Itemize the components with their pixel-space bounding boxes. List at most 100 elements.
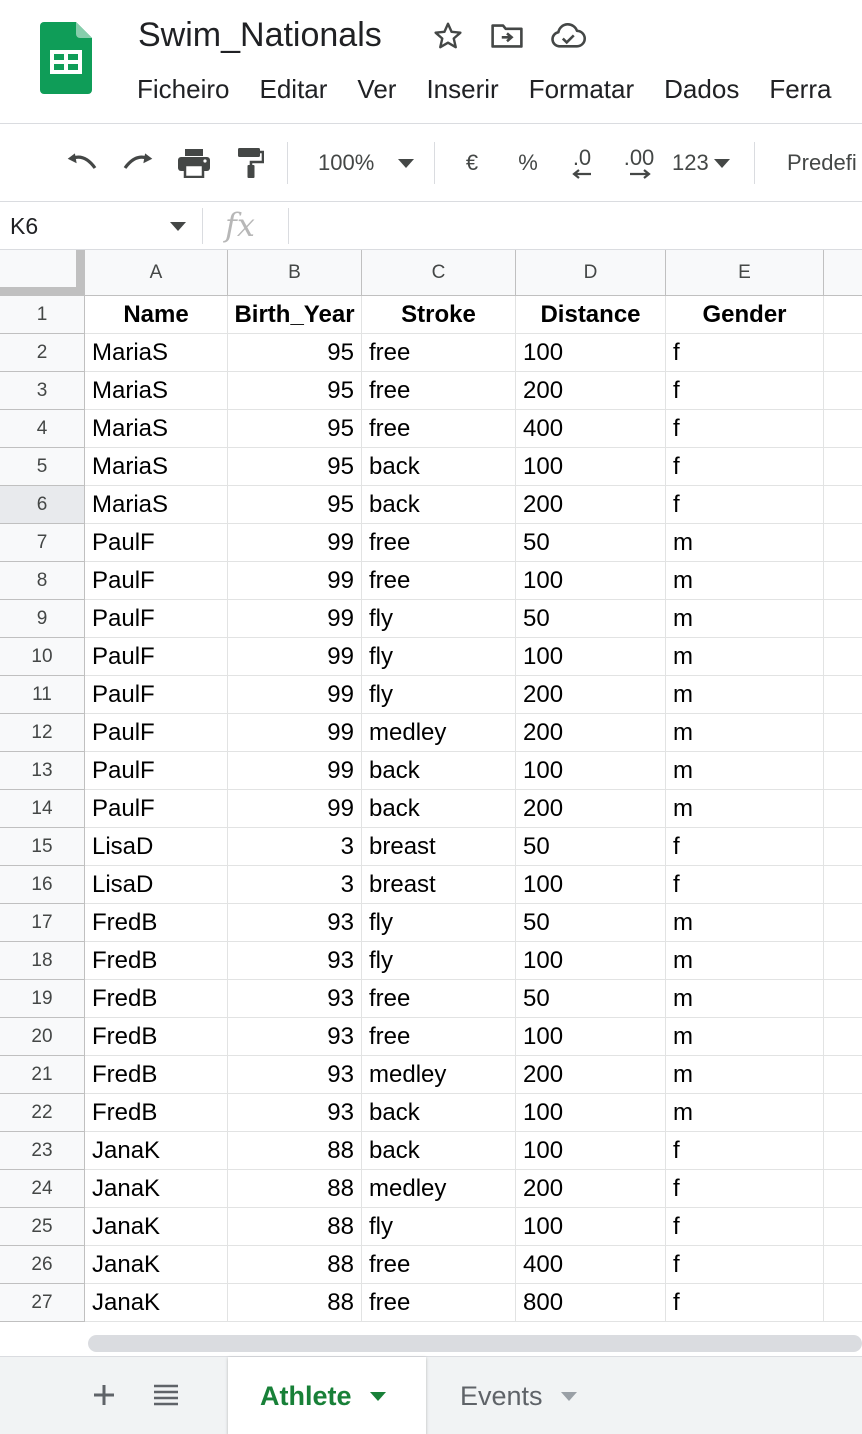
table-cell[interactable]: MariaS [85, 334, 228, 372]
table-cell[interactable]: f [666, 1284, 824, 1322]
table-cell[interactable]: free [362, 562, 516, 600]
column-title-cell[interactable]: Gender [666, 296, 824, 334]
table-cell[interactable]: f [666, 1132, 824, 1170]
table-cell[interactable]: JanaK [85, 1284, 228, 1322]
column-title-cell[interactable]: Distance [516, 296, 666, 334]
chevron-down-icon[interactable] [170, 222, 186, 231]
paint-format-icon[interactable] [230, 142, 270, 184]
zoom-select[interactable]: 100% [300, 142, 425, 184]
formula-input[interactable] [298, 202, 858, 250]
table-cell[interactable]: m [666, 1094, 824, 1132]
table-cell[interactable]: 99 [228, 600, 362, 638]
table-cell[interactable]: PaulF [85, 790, 228, 828]
table-cell[interactable] [824, 1246, 862, 1284]
table-cell[interactable]: 93 [228, 1094, 362, 1132]
table-cell[interactable]: m [666, 676, 824, 714]
table-cell[interactable]: back [362, 1132, 516, 1170]
table-cell[interactable]: 50 [516, 600, 666, 638]
table-cell[interactable]: 88 [228, 1246, 362, 1284]
table-cell[interactable]: medley [362, 714, 516, 752]
row-header[interactable]: 14 [0, 790, 85, 828]
table-cell[interactable]: f [666, 828, 824, 866]
table-cell[interactable]: 99 [228, 714, 362, 752]
table-cell[interactable]: 100 [516, 752, 666, 790]
table-cell[interactable]: 93 [228, 904, 362, 942]
row-header[interactable]: 15 [0, 828, 85, 866]
table-cell[interactable]: 99 [228, 524, 362, 562]
table-cell[interactable]: free [362, 410, 516, 448]
table-cell[interactable]: MariaS [85, 410, 228, 448]
table-cell[interactable]: free [362, 1246, 516, 1284]
table-cell[interactable]: free [362, 334, 516, 372]
table-cell[interactable]: FredB [85, 904, 228, 942]
menu-tools[interactable]: Ferra [769, 74, 832, 104]
column-header-e[interactable]: E [666, 250, 824, 296]
table-cell[interactable]: 100 [516, 942, 666, 980]
table-cell[interactable]: fly [362, 1208, 516, 1246]
menu-edit[interactable]: Editar [259, 74, 328, 104]
table-cell[interactable]: f [666, 448, 824, 486]
column-header-a[interactable]: A [85, 250, 228, 296]
row-header[interactable]: 4 [0, 410, 85, 448]
table-cell[interactable]: fly [362, 676, 516, 714]
table-cell[interactable]: 88 [228, 1284, 362, 1322]
table-cell[interactable] [824, 296, 862, 334]
table-cell[interactable]: breast [362, 828, 516, 866]
table-cell[interactable]: back [362, 790, 516, 828]
table-cell[interactable]: 200 [516, 790, 666, 828]
redo-icon[interactable] [116, 142, 160, 184]
table-cell[interactable]: JanaK [85, 1132, 228, 1170]
table-cell[interactable]: 50 [516, 904, 666, 942]
table-cell[interactable] [824, 942, 862, 980]
table-cell[interactable]: 200 [516, 1170, 666, 1208]
row-header[interactable]: 26 [0, 1246, 85, 1284]
table-cell[interactable] [824, 1132, 862, 1170]
table-cell[interactable]: 99 [228, 638, 362, 676]
table-cell[interactable]: f [666, 1208, 824, 1246]
table-cell[interactable]: back [362, 448, 516, 486]
table-cell[interactable]: f [666, 866, 824, 904]
table-cell[interactable]: PaulF [85, 524, 228, 562]
table-cell[interactable] [824, 828, 862, 866]
table-cell[interactable] [824, 1018, 862, 1056]
table-cell[interactable]: 800 [516, 1284, 666, 1322]
table-cell[interactable]: free [362, 524, 516, 562]
row-header[interactable]: 13 [0, 752, 85, 790]
table-cell[interactable]: JanaK [85, 1208, 228, 1246]
table-cell[interactable]: 400 [516, 1246, 666, 1284]
sheet-tab-athlete[interactable]: Athlete [228, 1357, 426, 1434]
row-header[interactable]: 21 [0, 1056, 85, 1094]
table-cell[interactable]: FredB [85, 942, 228, 980]
table-cell[interactable] [824, 790, 862, 828]
table-cell[interactable]: medley [362, 1170, 516, 1208]
table-cell[interactable] [824, 1170, 862, 1208]
table-cell[interactable] [824, 410, 862, 448]
table-cell[interactable] [824, 866, 862, 904]
table-cell[interactable]: 100 [516, 1132, 666, 1170]
table-cell[interactable]: 93 [228, 1056, 362, 1094]
column-header-d[interactable]: D [516, 250, 666, 296]
freeze-handle-horizontal[interactable] [0, 287, 85, 296]
table-cell[interactable] [824, 372, 862, 410]
table-cell[interactable]: 99 [228, 676, 362, 714]
table-cell[interactable]: 100 [516, 448, 666, 486]
number-format-select[interactable]: 123 [672, 142, 742, 184]
menu-file[interactable]: Ficheiro [137, 74, 230, 104]
table-cell[interactable]: m [666, 790, 824, 828]
table-cell[interactable] [824, 600, 862, 638]
row-header[interactable]: 23 [0, 1132, 85, 1170]
horizontal-scrollbar[interactable] [88, 1335, 862, 1352]
table-cell[interactable]: FredB [85, 1018, 228, 1056]
table-cell[interactable]: free [362, 1284, 516, 1322]
row-header[interactable]: 27 [0, 1284, 85, 1322]
menu-view[interactable]: Ver [357, 74, 397, 104]
table-cell[interactable] [824, 980, 862, 1018]
row-header[interactable]: 3 [0, 372, 85, 410]
table-cell[interactable]: 400 [516, 410, 666, 448]
table-cell[interactable]: PaulF [85, 752, 228, 790]
row-header[interactable]: 20 [0, 1018, 85, 1056]
sheets-logo-icon[interactable] [40, 22, 92, 94]
table-cell[interactable]: f [666, 372, 824, 410]
table-cell[interactable]: m [666, 752, 824, 790]
table-cell[interactable]: FredB [85, 980, 228, 1018]
